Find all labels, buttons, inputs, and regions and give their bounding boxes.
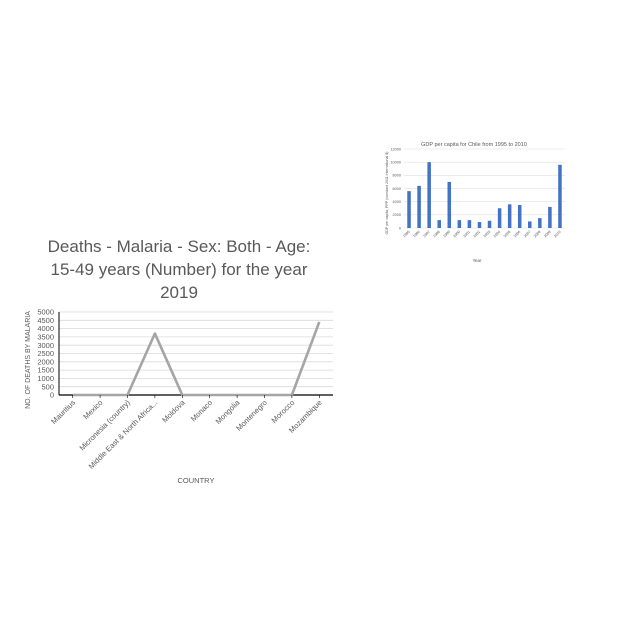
malaria-y-tick-label: 2000 bbox=[37, 357, 54, 366]
malaria-y-tick-label: 5000 bbox=[37, 308, 54, 317]
malaria-y-tick-label: 3000 bbox=[37, 341, 54, 350]
gdp-y-tick-label: 10000 bbox=[390, 160, 401, 164]
malaria-x-tick-label: Monaco bbox=[189, 398, 214, 423]
gdp-x-tick-label: 1998 bbox=[432, 230, 440, 238]
gdp-bar bbox=[507, 204, 512, 228]
gdp-x-tick-label: 2000 bbox=[453, 230, 461, 238]
malaria-y-tick-label: 0 bbox=[50, 391, 54, 400]
malaria-title-line-3: 2019 bbox=[160, 283, 198, 302]
malaria-y-axis-label: NO. OF DEATHS BY MALARIA bbox=[25, 311, 32, 409]
gdp-bar bbox=[558, 164, 562, 228]
gdp-bar bbox=[457, 220, 462, 228]
malaria-x-tick-label: Morocco bbox=[270, 398, 297, 425]
malaria-series-line bbox=[72, 321, 321, 397]
gdp-x-tick-label: 2002 bbox=[473, 230, 481, 238]
gdp-y-tick-label: 12000 bbox=[390, 147, 401, 151]
gdp-bar bbox=[497, 208, 502, 228]
gdp-bar bbox=[528, 221, 532, 228]
gdp-bar-chart: GDP per capita for Chile from 1995 to 20… bbox=[385, 142, 565, 263]
gdp-x-tick-label: 1997 bbox=[422, 230, 430, 238]
malaria-y-tick-label: 500 bbox=[41, 382, 54, 391]
gdp-x-axis-label: Year bbox=[472, 258, 482, 263]
gdp-y-tick-label: 6000 bbox=[393, 187, 401, 191]
malaria-y-tick-label: 1500 bbox=[37, 366, 54, 375]
gdp-y-tick-label: 8000 bbox=[393, 174, 401, 178]
gdp-bar bbox=[517, 204, 522, 228]
gdp-y-tick-label: 2000 bbox=[393, 213, 401, 217]
malaria-y-tick-label: 4000 bbox=[37, 324, 54, 333]
gdp-x-tick-label: 2010 bbox=[553, 230, 561, 238]
gdp-bar bbox=[477, 222, 482, 228]
malaria-y-tick-label: 1000 bbox=[37, 374, 54, 383]
gdp-x-tick-label: 2006 bbox=[513, 230, 521, 238]
gdp-x-tick-label: 1995 bbox=[402, 230, 410, 238]
gdp-x-tick-label: 1996 bbox=[412, 230, 420, 238]
gdp-chart-title: GDP per capita for Chile from 1995 to 20… bbox=[421, 142, 527, 148]
gdp-x-tick-label: 2007 bbox=[523, 230, 531, 238]
malaria-x-tick-label: Moldova bbox=[160, 397, 187, 424]
malaria-line-chart: Deaths - Malaria - Sex: Both - Age: 15-4… bbox=[25, 237, 333, 485]
gdp-y-tick-labels: 0 2000 4000 6000 8000 10000 12000 bbox=[390, 147, 401, 230]
gdp-bars bbox=[407, 162, 562, 228]
malaria-gridlines bbox=[58, 311, 333, 396]
gdp-x-tick-label: 2009 bbox=[543, 230, 551, 238]
gdp-x-tick-label: 2005 bbox=[503, 230, 511, 238]
malaria-x-tick-label: Mexico bbox=[81, 398, 104, 421]
gdp-bar bbox=[407, 191, 411, 228]
malaria-title-line-2: 15-49 years (Number) for the year bbox=[51, 260, 308, 279]
gdp-x-tick-label: 2008 bbox=[533, 230, 541, 238]
gdp-bar bbox=[417, 185, 421, 228]
gdp-bar bbox=[538, 218, 542, 228]
malaria-y-tick-label: 4500 bbox=[37, 316, 54, 325]
malaria-y-tick-label: 3500 bbox=[37, 333, 54, 342]
gdp-x-tick-label: 1999 bbox=[443, 230, 451, 238]
gdp-bar bbox=[487, 220, 492, 228]
malaria-x-tick-label: Mauritius bbox=[49, 398, 77, 426]
gdp-x-tick-label: 2001 bbox=[463, 230, 471, 238]
malaria-title-line-1: Deaths - Malaria - Sex: Both - Age: bbox=[48, 237, 311, 256]
gdp-bar bbox=[447, 181, 452, 228]
malaria-x-axis-label: COUNTRY bbox=[178, 476, 215, 485]
gdp-y-tick-label: 4000 bbox=[393, 200, 401, 204]
gdp-bar bbox=[467, 220, 472, 228]
gdp-x-tick-labels: 1995 1996 1997 1998 1999 2000 2001 2002 2003 2004… bbox=[402, 230, 561, 238]
gdp-x-tick-label: 2004 bbox=[493, 230, 501, 238]
gdp-y-tick-label: 0 bbox=[399, 226, 401, 230]
gdp-bar bbox=[427, 162, 431, 228]
gdp-x-tick-label: 2003 bbox=[483, 230, 491, 238]
malaria-series bbox=[72, 321, 321, 397]
gdp-y-axis-label: GDP per capita, PPP (constant 2011 inter… bbox=[385, 152, 389, 235]
malaria-x-tick-label: Micronesia (country) bbox=[78, 398, 133, 453]
gdp-bar bbox=[437, 220, 441, 228]
gdp-bar bbox=[548, 206, 552, 228]
malaria-y-tick-label: 2500 bbox=[37, 349, 54, 358]
